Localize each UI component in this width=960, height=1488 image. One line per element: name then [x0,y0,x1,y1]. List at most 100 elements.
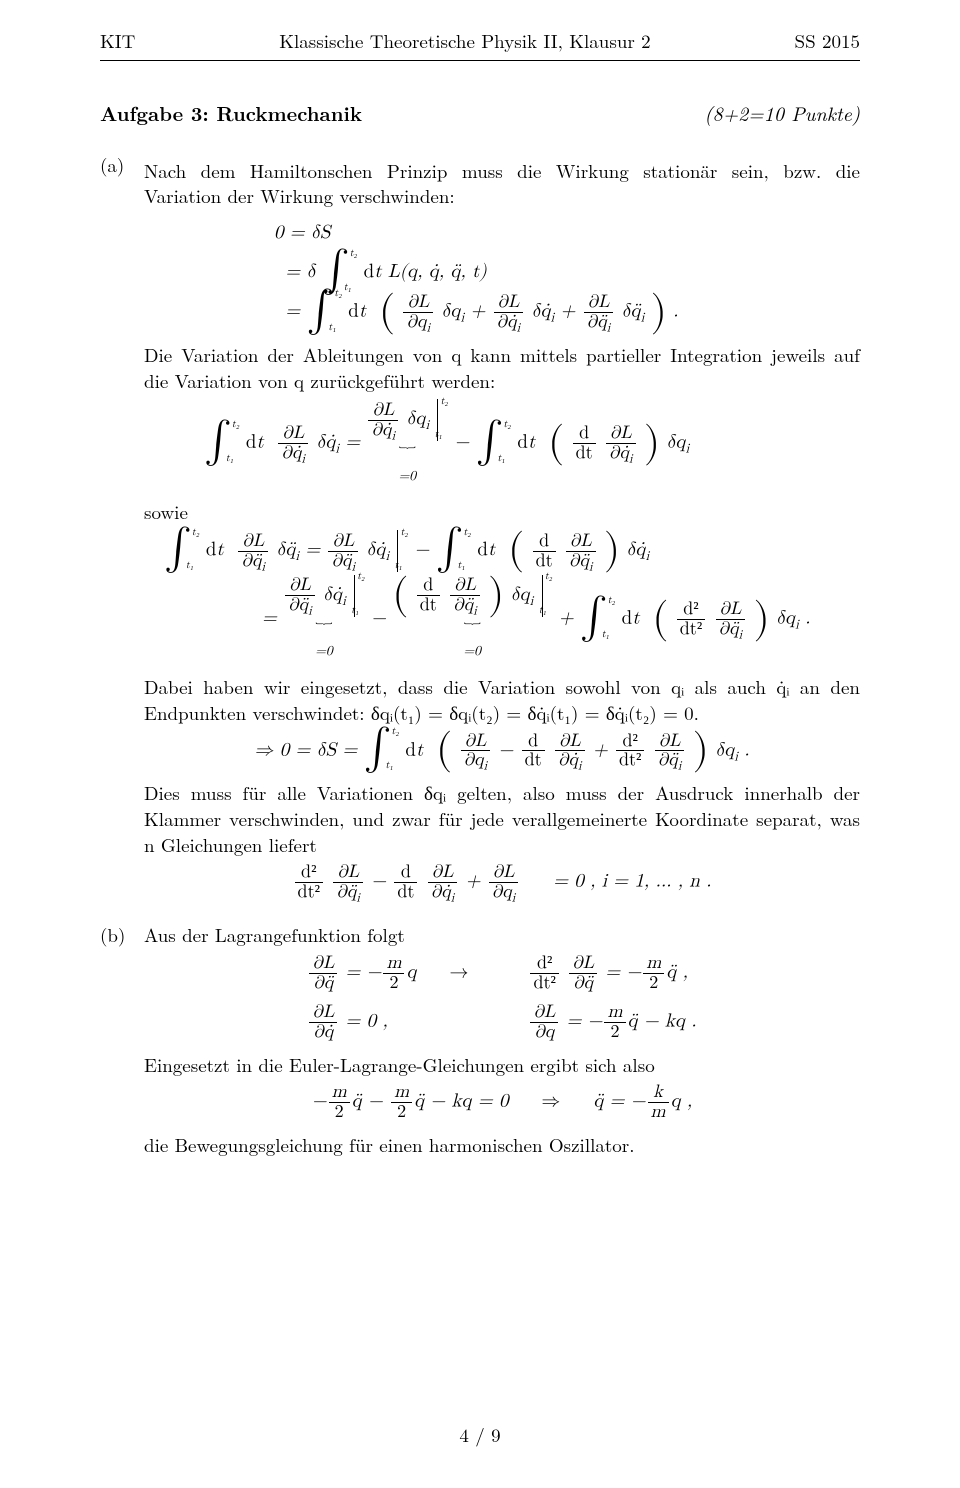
p3a: ∂L [285,576,315,596]
eq-deltaS: 0 = δS = δ ∫t₂t₁ dt L(q, q̇, q̈, t) = ∫t… [144,215,860,332]
p1h: dt [573,444,596,463]
p3j: dt² [677,620,705,639]
p2j: ∂q̈ [569,552,589,570]
p3e: dt [417,596,440,615]
el-e: d [394,863,417,883]
p1ci: i [335,442,339,456]
r1bi: i [484,761,488,773]
eq-b1: ∂L∂q̈ = −m2q → ∂L∂q̇ = 0 , d²dt² ∂L∂q̈ [144,954,860,1042]
dt-t: t [374,262,381,281]
b1g: ∂q̇ [309,1023,337,1042]
eq-part1: ∫t₂t₁ dt ∂L∂q̇i δq̇i = ∂L∂q̇i δqi t₂t₁ ︸… [144,399,860,488]
b2b: 2 [329,1103,350,1122]
p1bi: i [302,454,306,466]
f2i: i [517,323,521,335]
el-a: d² [295,863,323,883]
p1c: δq̇ [316,433,335,452]
d3i: i [641,310,645,324]
b1arrow: → [449,962,468,981]
p2f: δq̇ [366,540,385,559]
eq-l2-L: L(q, q̇, q̈, t) [388,262,487,281]
p2ei: i [352,561,356,573]
b2c: m [391,1083,412,1103]
b1-r2b: ∂L∂q = −m2q̈ − kq . [528,1003,696,1042]
p2fi: i [385,549,389,563]
b1p: q̈ , [666,962,688,981]
b1j: dt² [530,974,558,993]
p3bi: i [308,606,312,618]
el-i: ∂L [489,863,519,883]
f3i: i [607,323,611,335]
eq-part2: ∫t₂t₁ dt ∂L∂q̈i δq̈i = ∂L∂q̈i δq̇i t₂t₁ … [144,530,860,664]
el-j: ∂q [492,883,512,901]
p1l: t₁ [226,454,234,465]
p1fi: i [425,418,429,432]
b1m: ∂q̈ [569,974,597,993]
lim-lo: t₁ [344,283,352,294]
b2impl: ⇒ [541,1092,560,1111]
el-g: ∂L [428,863,458,883]
p1e: ∂q̇ [371,421,391,439]
p3d: d [417,576,440,596]
item-a: (a) Nach dem Hamiltonschen Prinzip muss … [100,152,860,913]
r1f: ∂q̇ [558,751,578,769]
p3ni: i [795,618,799,632]
b2f: k [648,1083,669,1103]
b1s: m [604,1003,625,1023]
lim-up: t₂ [350,249,358,260]
a-dies: Dies muss für alle Variationen δqᵢ gelte… [144,780,860,857]
p1ji: i [629,454,633,466]
b2g: m [648,1103,669,1122]
el-h: ∂q̇ [431,883,451,901]
b1c: m [383,954,404,974]
a-variation-text: Die Variation der Ableitungen von q kann… [144,342,860,393]
page-header: KIT Klassische Theoretische Physik II, K… [100,28,860,54]
p3f: ∂L [450,576,480,596]
header-center: Klassische Theoretische Physik II, Klaus… [279,28,650,54]
r1fi: i [578,761,582,773]
eq-l1: 0 = δS [274,215,860,251]
header-right: SS 2015 [795,28,860,54]
p2a: ∂L [238,532,268,552]
p3vl: t₁ [351,606,359,617]
p3u: t₂ [608,596,616,607]
p2ji: i [589,561,593,573]
el-ji: i [512,893,516,905]
eq-euler-lagrange: d²dt² ∂L∂q̈i − ddt ∂L∂q̇i + ∂L∂qi = 0 , … [144,863,860,902]
b1f: ∂L [309,1003,337,1023]
page: KIT Klassische Theoretische Physik II, K… [0,0,960,1488]
r1ki: i [734,749,738,763]
r1g: d² [616,732,644,752]
b1t: 2 [604,1023,625,1042]
d2i: i [551,310,555,324]
r1a: ∂L [461,732,491,752]
p3h: δq [511,585,530,604]
b1n: m [643,954,664,974]
p3c: δq̇ [323,585,342,604]
eq-result-dS: ⇒ 0 = δS = ∫t₂t₁ dt ( ∂L∂qi − ddt ∂L∂q̇i… [144,732,860,771]
f3d: ∂q̈ [587,313,607,331]
item-a-body: Nach dem Hamiltonschen Prinzip muss die … [144,152,860,913]
arrow1: ⇒ 0 = δS = [254,740,363,759]
p2b: ∂q̈ [241,552,261,570]
p3m: ∂q̈ [719,620,739,638]
p2c: δq̈ [276,540,295,559]
d3: δq̈ [622,302,641,321]
b1b: ∂q̈ [309,974,337,993]
p3i3: d² [677,600,705,620]
p3vl2: t₁ [539,606,547,617]
p2ci: i [295,549,299,563]
p2h: dt [533,552,556,571]
p2vl: t₁ [394,561,402,572]
eq-l3-pre: = [285,302,306,321]
p1b: ∂q̇ [281,444,301,462]
p1ki: i [685,442,689,456]
p3gi: i [473,606,477,618]
f1i: i [427,323,431,335]
p3mi: i [739,630,743,642]
p1g: d [573,424,596,444]
b2d: 2 [391,1103,412,1122]
p3vu: t₂ [357,572,365,583]
p1u: t₂ [232,420,240,431]
p3z2: =0 [392,638,552,664]
